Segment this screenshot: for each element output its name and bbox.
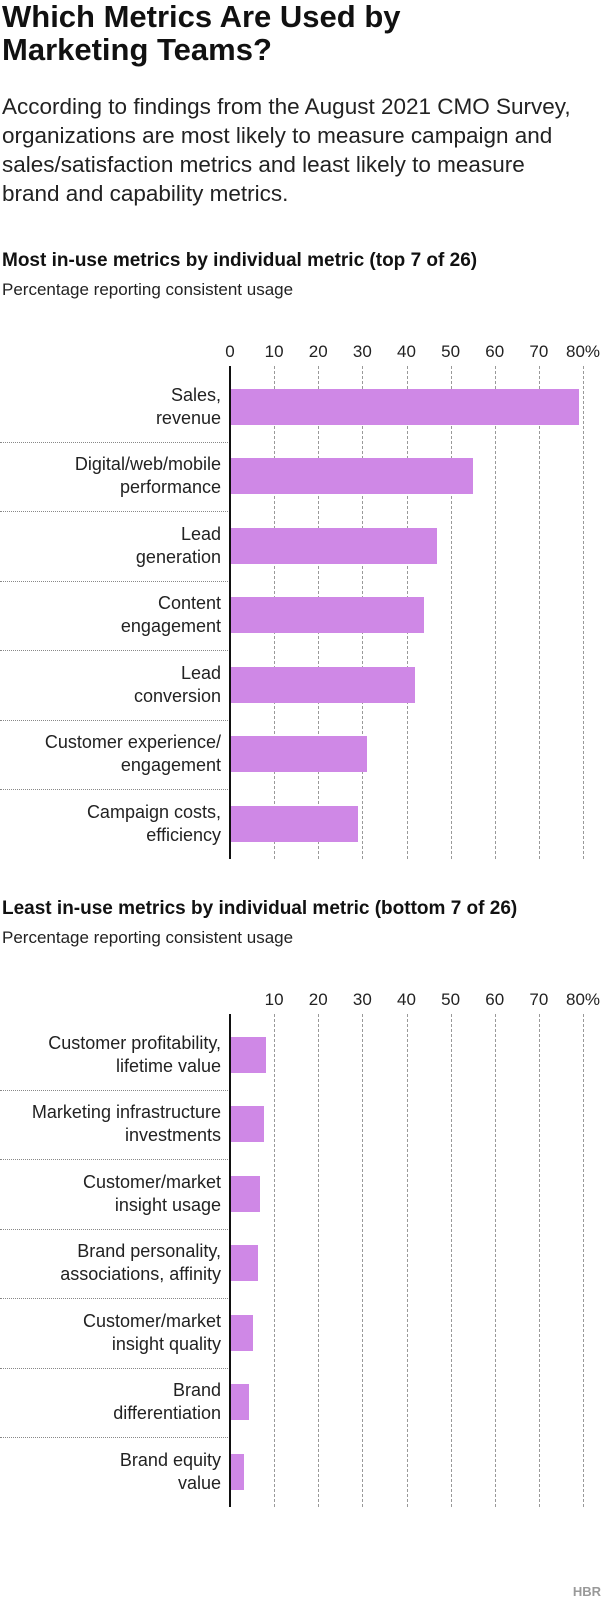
grid-line [583,366,584,859]
bar [230,1384,249,1421]
category-label: Campaign costs, efficiency [86,801,221,845]
category-label: Sales, revenue [155,384,221,428]
chart-title: Most in-use metrics by individual metric… [2,250,478,271]
x-tick-label: 30 [352,342,372,361]
chart-subtitle: Percentage reporting consistent usage [2,280,294,299]
x-tick-label: 10 [264,990,284,1009]
grid-line [538,366,540,859]
bar [230,736,367,773]
row-separator [0,1367,230,1369]
axis-line [229,1014,231,1507]
x-tick-label: 10 [264,342,284,361]
chart-title: Least in-use metrics by individual metri… [2,898,518,919]
chart-subtitle: Percentage reporting consistent usage [2,928,294,947]
x-tick-label: 30 [352,990,372,1009]
category-label: Customer/market insight quality [82,1310,221,1354]
category-label: Content engagement [120,593,221,637]
category-label: Marketing infrastructure investments [31,1102,221,1146]
bar [230,388,579,425]
grid-line [318,1014,320,1507]
row-separator [0,719,230,721]
x-tick-label: 80% [565,342,601,361]
x-tick-label: 40 [397,342,416,361]
grid-line [583,1014,584,1507]
x-tick-label: 50 [441,990,461,1009]
category-label: Customer profitability, lifetime value [48,1032,221,1076]
x-tick-label: 80% [565,990,601,1009]
x-tick-label: 40 [397,990,416,1009]
axis-line [229,366,231,859]
bar [230,458,473,495]
grid-line [450,366,452,859]
row-separator [0,441,230,443]
category-label: Customer/market insight usage [82,1171,221,1215]
bar [230,1453,245,1490]
row-separator [0,650,230,651]
category-label: Brand personality, associations, affinit… [60,1241,221,1285]
x-tick-label: 0 [225,342,235,361]
bar [230,1314,253,1351]
bar [230,597,425,634]
bar [230,527,438,564]
bar [230,1245,258,1282]
x-tick-label: 60 [485,990,505,1009]
x-tick-label: 50 [441,342,461,361]
row-separator [0,1298,230,1299]
x-tick-label: 70 [529,990,549,1009]
category-label: Customer experience/ engagement [44,732,221,776]
x-tick-label: 60 [485,342,505,361]
grid-line [362,1014,364,1507]
category-label: Digital/web/mobile performance [74,454,221,498]
category-label: Lead generation [135,523,221,567]
row-separator [0,1228,230,1230]
bar [230,1175,260,1212]
x-tick-label: 20 [308,342,328,361]
category-label: Lead conversion [133,662,221,706]
bar [230,1106,264,1143]
row-separator [0,1089,230,1091]
category-label: Brand equity value [119,1449,221,1493]
grid-line [538,1014,540,1507]
intro: According to findings from the August 20… [2,94,571,206]
grid-line [494,366,496,859]
x-tick-label: 70 [529,342,549,361]
row-separator [0,1437,230,1438]
row-separator [0,1159,230,1160]
category-label: Brand differentiation [113,1380,221,1424]
page-title: Which Metrics Are Used by Marketing Team… [2,0,401,67]
row-separator [0,580,230,582]
bar [230,1036,267,1073]
row-separator [0,789,230,790]
grid-line [494,1014,496,1507]
x-tick-label: 20 [308,990,328,1009]
bar [230,666,416,703]
row-separator [0,511,230,512]
logo: HBR [572,1584,601,1599]
grid-line [406,1014,408,1507]
grid-line [450,1014,452,1507]
grid-line [274,1014,276,1507]
bar [230,805,358,842]
